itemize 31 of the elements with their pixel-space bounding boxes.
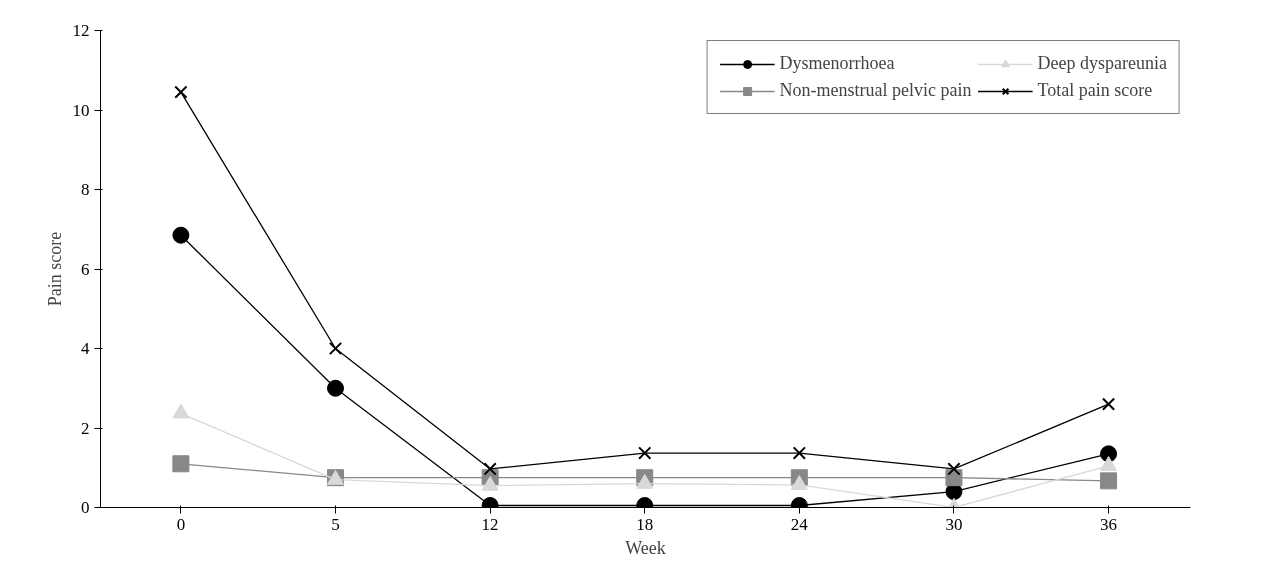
point [327,379,345,397]
y-tick-label: 0 [81,498,90,517]
point [1101,397,1116,411]
y-tick-label: 12 [72,21,90,40]
legend-label: Deep dyspareunia [1037,53,1167,74]
point [1100,472,1118,490]
x-tick-label: 24 [790,514,809,534]
x-tick-label: 12 [481,514,499,534]
point [172,226,190,244]
point [328,341,343,356]
y-tick-label: 10 [72,100,90,120]
x-tick-label: 0 [176,514,186,534]
y-tick-label: 4 [81,339,90,358]
point [792,446,806,460]
point [172,455,190,473]
x-tick-label: 5 [331,514,340,534]
y-tick-label: 8 [81,180,90,199]
point [638,446,652,460]
y-axis-title: Pain score [44,231,65,307]
legend-label: Non-menstrual pelvic pain [779,80,972,101]
x-axis-title: Week [625,537,666,558]
x-tick-label: 18 [636,514,654,534]
legend-label: Total pain score [1037,80,1153,101]
legend-label: Dysmenorrhoea [779,53,895,74]
x-tick-label: 36 [1100,514,1118,534]
point [947,462,961,476]
x-tick-label: 30 [945,514,963,534]
y-tick-label: 6 [81,259,90,279]
point [483,462,497,476]
y-tick-label: 2 [81,418,90,438]
point [174,85,188,99]
